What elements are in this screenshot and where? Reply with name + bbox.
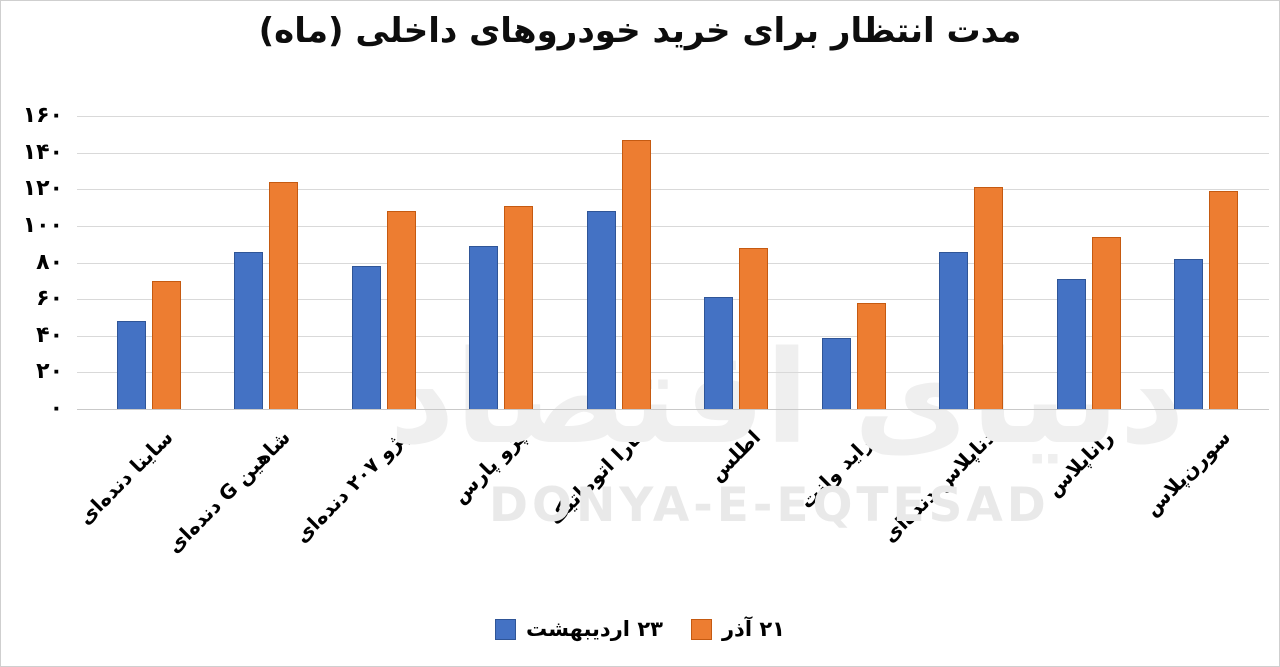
- bar-series2: [504, 206, 534, 409]
- x-axis-label: ساینا دنده‌ای: [73, 425, 178, 530]
- bar-series2: [621, 140, 651, 409]
- bar-group: [913, 116, 1031, 409]
- bar-series1: [821, 338, 851, 409]
- y-tick-label: ۰: [49, 396, 63, 421]
- bar-series2: [1091, 237, 1121, 409]
- y-tick-label: ۱۲۰: [22, 176, 63, 202]
- bar-series1: [116, 321, 146, 409]
- legend: ۲۳ اردیبهشت ۲۱ آذر: [1, 617, 1279, 641]
- legend-swatch: [495, 618, 517, 640]
- bar-series1: [351, 266, 381, 409]
- bar-group: [795, 116, 913, 409]
- y-tick-label: ۱۶۰: [22, 103, 63, 128]
- chart-title: مدت انتظار برای خرید خودروهای داخلی (ماه…: [258, 11, 1022, 51]
- bar-series1: [1174, 259, 1204, 409]
- bar-series2: [1209, 191, 1239, 409]
- bar-series1: [1056, 279, 1086, 409]
- gridline: [77, 299, 1269, 301]
- bar-group: [325, 116, 443, 409]
- bar-series2: [269, 182, 299, 409]
- legend-label: ۲۱ آذر: [721, 617, 785, 641]
- watermark-latin-text: DONYA-E-EQTESAD: [489, 478, 1050, 533]
- y-tick-label: ۲۰: [36, 359, 63, 385]
- y-tick-label: ۴۰: [36, 322, 63, 348]
- legend-swatch: [690, 618, 712, 640]
- legend-label: ۲۳ اردیبهشت: [526, 617, 663, 641]
- gridline: [77, 152, 1269, 154]
- bar-group: [1030, 116, 1148, 409]
- gridline: [77, 225, 1269, 227]
- bar-group: [443, 116, 561, 409]
- legend-item: ۲۳ اردیبهشت: [495, 617, 663, 641]
- legend-item: ۲۱ آذر: [690, 617, 785, 641]
- x-axis-label: شاهین G دنده‌ای: [162, 425, 296, 558]
- bar-group: [90, 116, 208, 409]
- y-tick-label: ۱۰۰: [22, 212, 63, 238]
- bar-series1: [704, 297, 734, 409]
- bar-series1: [586, 211, 616, 409]
- gridline: [77, 335, 1269, 337]
- bar-group: [1148, 116, 1266, 409]
- bar-series1: [234, 252, 264, 409]
- bar-group: [560, 116, 678, 409]
- plot-area: دنیای اقتصاد DONYA-E-EQTESAD: [77, 116, 1269, 533]
- bar-series2: [856, 303, 886, 409]
- y-tick-label: ۱۴۰: [22, 139, 63, 165]
- bar-group: [208, 116, 326, 409]
- bar-group: [678, 116, 796, 409]
- bar-series1: [939, 252, 969, 409]
- gridline: [77, 116, 1269, 117]
- bar-series2: [386, 211, 416, 409]
- bar-series2: [739, 248, 769, 409]
- y-tick-label: ۸۰: [36, 249, 63, 275]
- gridline: [77, 372, 1269, 374]
- gridline: [77, 262, 1269, 264]
- bars-layer: [90, 116, 1265, 409]
- gridline: [77, 189, 1269, 191]
- bar-series2: [151, 281, 181, 409]
- y-tick-label: ۶۰: [36, 286, 63, 312]
- bar-series1: [469, 246, 499, 409]
- bar-series2: [974, 187, 1004, 409]
- gridline: [77, 409, 1269, 410]
